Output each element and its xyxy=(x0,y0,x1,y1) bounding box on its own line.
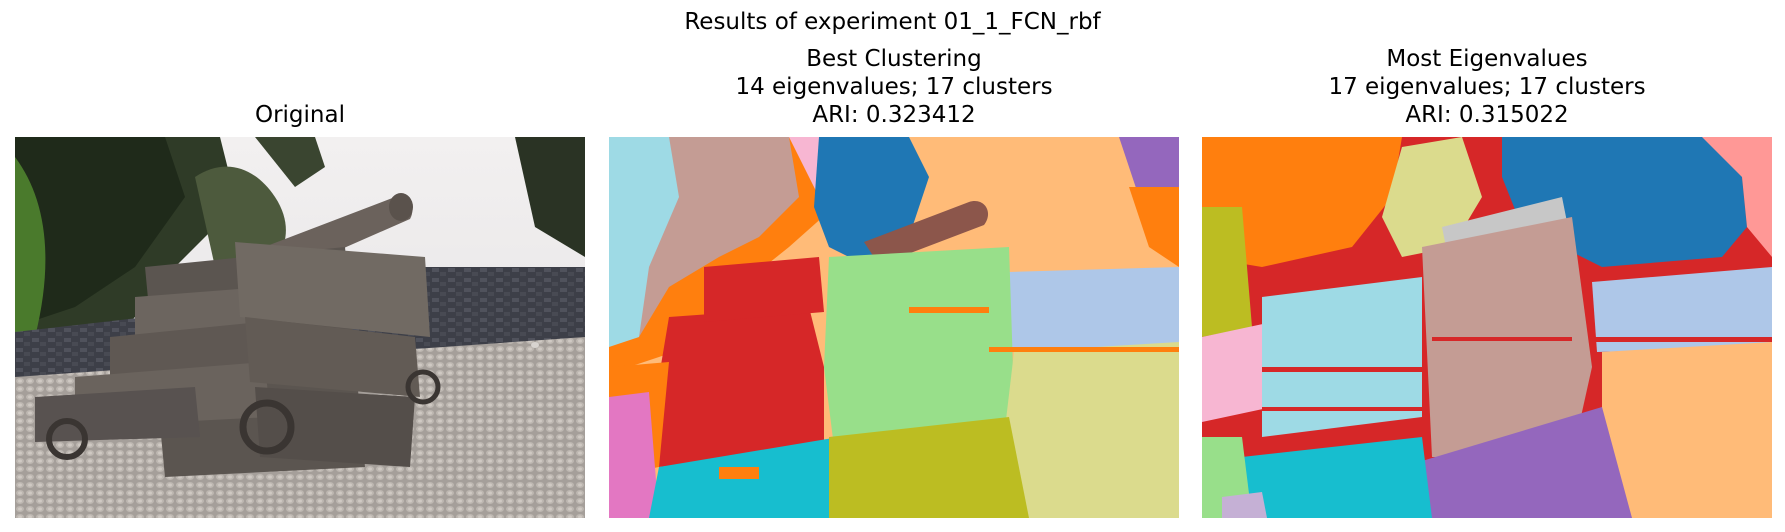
original-photo xyxy=(15,137,585,518)
panel-title: Original xyxy=(15,101,585,129)
segmentation-map xyxy=(1202,137,1772,518)
panel-best-clustering: Best Clustering 14 eigenvalues; 17 clust… xyxy=(609,0,1179,532)
segmentation-map xyxy=(609,137,1179,518)
panel-title-line: 17 eigenvalues; 17 clusters xyxy=(1328,74,1646,100)
panel-title-line: Original xyxy=(254,102,345,128)
cannon-photo xyxy=(15,137,585,518)
panel-title-line: Most Eigenvalues xyxy=(1386,46,1588,72)
panel-title-line: ARI: 0.315022 xyxy=(1405,102,1569,128)
panel-title-line: 14 eigenvalues; 17 clusters xyxy=(735,74,1053,100)
panel-title-line: ARI: 0.323412 xyxy=(812,102,976,128)
panel-original: Original xyxy=(15,0,585,532)
panel-most-eigenvalues: Most Eigenvalues 17 eigenvalues; 17 clus… xyxy=(1202,0,1772,532)
segmentation-best xyxy=(609,137,1179,518)
panel-title: Most Eigenvalues 17 eigenvalues; 17 clus… xyxy=(1202,45,1772,129)
panel-title-line: Best Clustering xyxy=(806,46,982,72)
segmentation-most xyxy=(1202,137,1772,518)
panel-title: Best Clustering 14 eigenvalues; 17 clust… xyxy=(609,45,1179,129)
figure-suptitle: Results of experiment 01_1_FCN_rbf xyxy=(684,9,1101,35)
